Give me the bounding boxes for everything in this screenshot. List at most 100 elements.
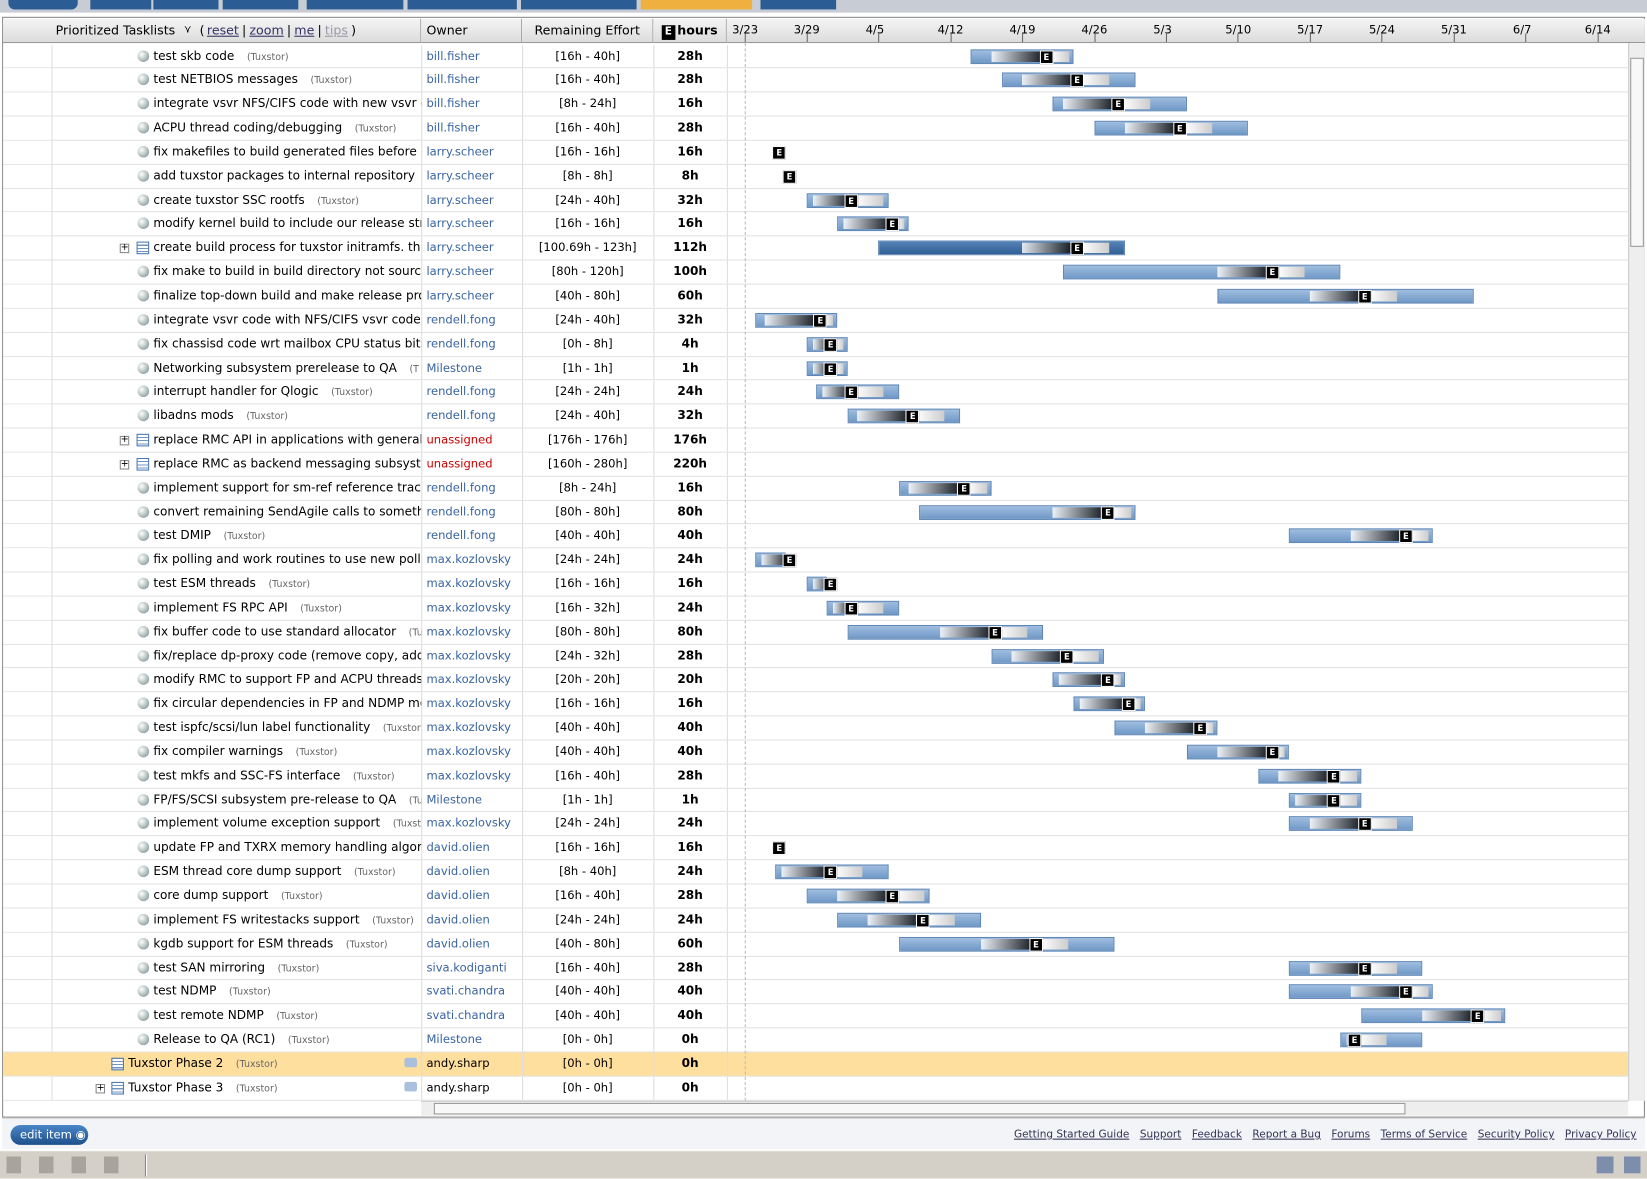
task-row[interactable]: integrate vsvr code with NFS/CIFS vsvr c… <box>3 308 1629 333</box>
task-name[interactable]: integrate vsvr code with NFS/CIFS vsvr c… <box>153 309 421 333</box>
scroll-thumb[interactable] <box>433 1102 1406 1115</box>
task-row[interactable]: test ESM threads (Tuxstor) max.kozlovsky [1… <box>3 572 1629 597</box>
task-name[interactable]: test DMIP (Tuxstor) <box>153 525 421 549</box>
task-name[interactable]: libadns mods (Tuxstor) <box>153 405 421 429</box>
toolbar-button[interactable] <box>760 0 837 10</box>
owner[interactable]: david.olien <box>426 912 490 927</box>
expander[interactable]: + <box>119 242 130 254</box>
filter-link[interactable]: zoom <box>249 23 284 38</box>
task-name[interactable]: implement volume exception support (Tuxst… <box>153 812 421 836</box>
task-name[interactable]: fix circular dependencies in FP and NDMP… <box>153 692 421 716</box>
task-row[interactable]: interrupt handler for Qlogic (Tuxstor) ren… <box>3 380 1629 405</box>
expander[interactable]: + <box>119 458 130 470</box>
toolbar-button[interactable] <box>640 0 753 10</box>
owner[interactable]: Milestone <box>426 360 483 375</box>
owner[interactable]: Milestone <box>426 1032 483 1047</box>
owner[interactable]: svati.chandra <box>426 984 506 999</box>
task-name[interactable]: convert remaining SendAgile calls to som… <box>153 501 421 525</box>
task-row[interactable]: FP/FS/SCSI subsystem pre-release to QA (T… <box>3 788 1629 813</box>
owner[interactable]: bill.fisher <box>426 72 480 87</box>
task-row[interactable]: implement volume exception support (Tuxst… <box>3 812 1629 837</box>
toolbar-button[interactable] <box>407 0 517 10</box>
task-name[interactable]: interrupt handler for Qlogic (Tuxstor) <box>153 381 421 405</box>
task-row[interactable]: + Tuxstor Phase 3 (Tuxstor) andy.sharp [0h -… <box>3 1076 1629 1101</box>
task-name[interactable]: fix chassisd code wrt mailbox CPU status… <box>153 333 421 357</box>
owner[interactable]: andy.sharp <box>426 1080 490 1095</box>
edit-button[interactable]: edit item ◉ <box>10 1124 89 1145</box>
task-row[interactable]: update FP and TXRX memory handling algor… <box>3 836 1629 861</box>
owner[interactable]: max.kozlovsky <box>426 624 511 639</box>
task-row[interactable]: test remote NDMP (Tuxstor) svati.chandra [4… <box>3 1004 1629 1029</box>
task-name[interactable]: replace RMC as backend messaging subsyst… <box>153 453 421 477</box>
task-name[interactable]: modify RMC to support FP and ACPU thread… <box>153 669 421 693</box>
task-name[interactable]: fix make to build in build directory not… <box>153 261 421 285</box>
owner[interactable]: max.kozlovsky <box>426 696 511 711</box>
task-row[interactable]: Networking subsystem prerelease to QA (T M… <box>3 356 1629 381</box>
task-row[interactable]: ACPU thread coding/debugging (Tuxstor) bil… <box>3 116 1629 141</box>
toolbar-button[interactable] <box>153 0 219 10</box>
task-name[interactable]: fix buffer code to use standard allocato… <box>153 621 421 645</box>
task-name[interactable]: ACPU thread coding/debugging (Tuxstor) <box>153 117 421 141</box>
footer-link[interactable]: Getting Started Guide <box>1013 1129 1130 1141</box>
owner[interactable]: siva.kodiganti <box>426 960 507 975</box>
task-row[interactable]: libadns mods (Tuxstor) rendell.fong [24h - … <box>3 404 1629 429</box>
filter-link[interactable]: reset <box>206 23 239 38</box>
owner[interactable]: larry.scheer <box>426 240 494 255</box>
task-row[interactable]: modify kernel build to include our relea… <box>3 212 1629 237</box>
task-row[interactable]: core dump support (Tuxstor) david.olien [16… <box>3 884 1629 909</box>
task-row[interactable]: test DMIP (Tuxstor) rendell.fong [40h - 40h… <box>3 524 1629 549</box>
task-row[interactable]: Tuxstor Phase 2 (Tuxstor) andy.sharp [0h - … <box>3 1052 1629 1077</box>
expander[interactable]: + <box>119 434 130 446</box>
task-row[interactable]: implement FS writestacks support (Tuxstor… <box>3 908 1629 933</box>
owner[interactable]: larry.scheer <box>426 168 494 183</box>
footer-link[interactable]: Terms of Service <box>1380 1129 1468 1141</box>
footer-link[interactable]: Feedback <box>1191 1129 1242 1141</box>
task-row[interactable]: fix circular dependencies in FP and NDMP… <box>3 692 1629 717</box>
task-row[interactable]: fix chassisd code wrt mailbox CPU status… <box>3 332 1629 357</box>
task-row[interactable]: integrate vsvr NFS/CIFS code with new vs… <box>3 92 1629 117</box>
task-name[interactable]: create build process for tuxstor initram… <box>153 237 421 261</box>
task-row[interactable]: Release to QA (RC1) (Tuxstor) Milestone [0h… <box>3 1028 1629 1053</box>
task-row[interactable]: + create build process for tuxstor initra… <box>3 236 1629 261</box>
owner[interactable]: max.kozlovsky <box>426 672 511 687</box>
owner[interactable]: bill.fisher <box>426 120 480 135</box>
task-row[interactable]: test NDMP (Tuxstor) svati.chandra [40h - 40… <box>3 980 1629 1005</box>
filter-link[interactable]: me <box>294 23 315 38</box>
task-row[interactable]: test NETBIOS messages (Tuxstor) bill.fishe… <box>3 68 1629 93</box>
owner[interactable]: max.kozlovsky <box>426 648 511 663</box>
task-row[interactable]: create tuxstor SSC rootfs (Tuxstor) larry.… <box>3 188 1629 213</box>
task-row[interactable]: ESM thread core dump support (Tuxstor) dav… <box>3 860 1629 885</box>
owner[interactable]: unassigned <box>426 432 493 447</box>
task-name[interactable]: implement FS RPC API (Tuxstor) <box>153 597 421 621</box>
owner[interactable]: larry.scheer <box>426 288 494 303</box>
task-row[interactable]: modify RMC to support FP and ACPU thread… <box>3 668 1629 693</box>
owner[interactable]: Milestone <box>426 792 483 807</box>
owner[interactable]: max.kozlovsky <box>426 816 511 831</box>
task-row[interactable]: fix/replace dp-proxy code (remove copy, … <box>3 644 1629 669</box>
task-name[interactable]: finalize top-down build and make release… <box>153 285 421 309</box>
task-name[interactable]: modify kernel build to include our relea… <box>153 213 421 237</box>
task-row[interactable]: fix makefiles to build generated files b… <box>3 140 1629 165</box>
owner[interactable]: max.kozlovsky <box>426 552 511 567</box>
task-name[interactable]: test NETBIOS messages (Tuxstor) <box>153 69 421 93</box>
task-row[interactable]: fix buffer code to use standard allocato… <box>3 620 1629 645</box>
task-name[interactable]: fix/replace dp-proxy code (remove copy, … <box>153 645 421 669</box>
h-scrollbar[interactable] <box>421 1100 1629 1116</box>
expander[interactable]: + <box>95 1082 106 1094</box>
owner[interactable]: max.kozlovsky <box>426 600 511 615</box>
task-name[interactable]: integrate vsvr NFS/CIFS code with new vs… <box>153 93 421 117</box>
task-name[interactable]: implement support for sm-ref reference t… <box>153 477 421 501</box>
task-name[interactable]: replace RMC API in applications with gen… <box>153 429 421 453</box>
task-name[interactable]: test remote NDMP (Tuxstor) <box>153 1004 421 1028</box>
task-name[interactable]: update FP and TXRX memory handling algor… <box>153 836 421 860</box>
owner[interactable]: bill.fisher <box>426 96 480 111</box>
owner[interactable]: david.olien <box>426 840 490 855</box>
task-row[interactable]: fix polling and work routines to use new… <box>3 548 1629 573</box>
owner[interactable]: rendell.fong <box>426 384 496 399</box>
task-row[interactable]: convert remaining SendAgile calls to som… <box>3 500 1629 525</box>
task-name[interactable]: Tuxstor Phase 3 (Tuxstor) <box>128 1076 421 1100</box>
task-name[interactable]: fix polling and work routines to use new… <box>153 549 421 573</box>
footer-link[interactable]: Report a Bug <box>1252 1129 1321 1141</box>
task-row[interactable]: + replace RMC as backend messaging subsys… <box>3 452 1629 477</box>
task-row[interactable]: test mkfs and SSC-FS interface (Tuxstor) m… <box>3 764 1629 789</box>
